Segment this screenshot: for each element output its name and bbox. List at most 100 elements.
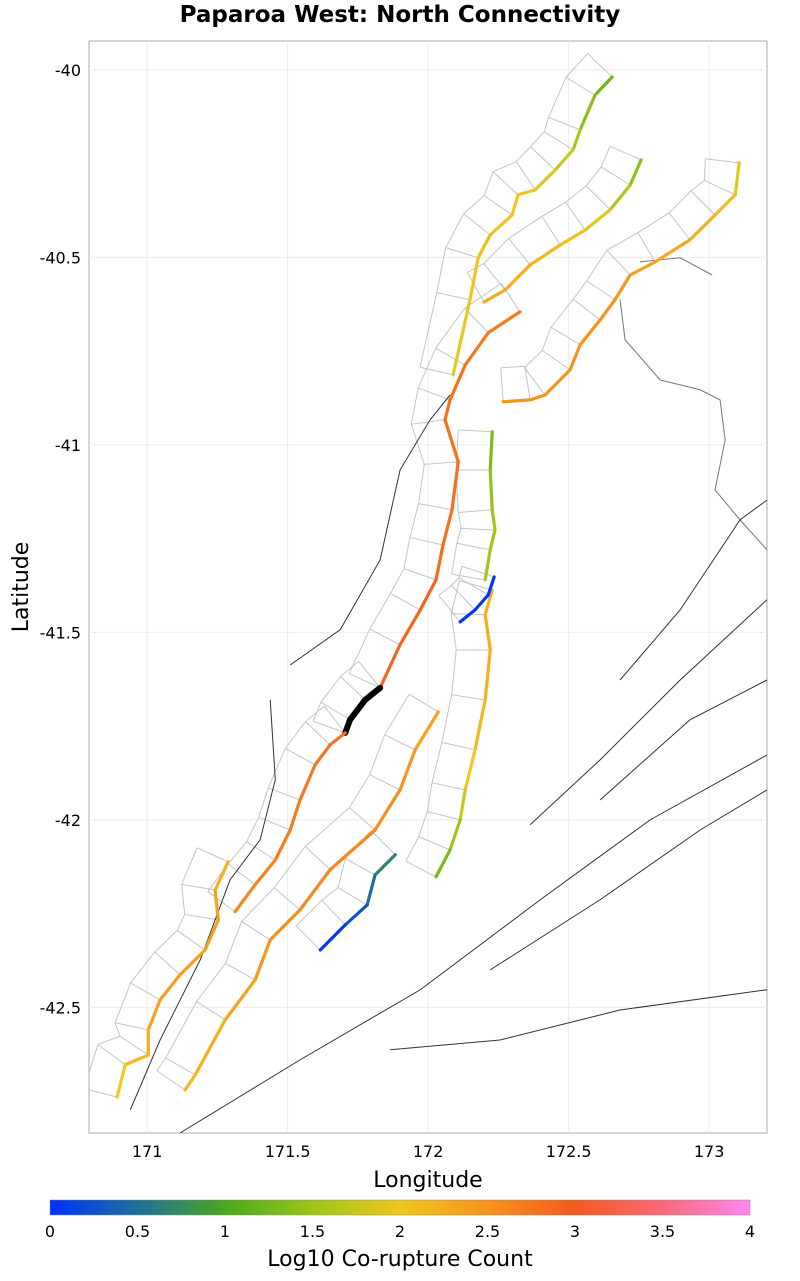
fault-section [343,903,369,927]
mesh-line [384,734,416,751]
mesh-line [418,503,453,511]
fault-section [193,1018,227,1077]
mesh-line [500,367,504,402]
colorbar-tick-label: 3.5 [650,1222,675,1241]
fault-section [553,148,575,172]
fault-section [458,608,477,624]
mesh-line [541,216,561,246]
mesh-line [483,195,513,216]
fault-section [568,343,582,372]
mesh-line [606,249,631,276]
mesh-line [89,847,198,1075]
mesh-line [587,53,613,78]
mesh-line [461,565,495,578]
x-tick-label: 173 [694,1142,725,1161]
axis-ticks: 171 171.5 172 172.5 173 -40 -40.5 -41 -41.5 -42 -4… [40,61,725,1161]
fault-section [451,298,472,377]
mesh-line [285,748,316,766]
fault-trace-A [451,75,614,377]
x-axis-label: Longitude [373,1168,482,1193]
mesh-line [458,577,489,596]
fault-section [418,578,438,612]
mesh-line [196,847,229,863]
mesh-line [451,585,476,611]
fault-section [578,93,597,132]
mesh-line [227,863,256,886]
mesh-line [405,580,460,862]
fault-section [253,938,272,982]
mesh-line [337,887,368,906]
fault-section [373,788,402,832]
mesh-line [258,816,291,831]
fault-section [488,430,494,472]
mesh-line [500,158,706,370]
fault-section [268,908,302,942]
fault-section [483,548,492,582]
fault-section [450,460,460,512]
mesh-line [349,807,376,831]
colorbar-tick-label: 1.5 [300,1222,325,1241]
mesh-line [196,1001,226,1021]
mesh-line [451,694,486,701]
mesh-line [273,887,301,911]
mesh-line [181,883,216,891]
fault-section [482,288,507,304]
fault-section [448,818,462,852]
mesh-line [403,568,437,581]
mesh-line [405,860,437,878]
colorbar-ticks: 0 0.5 1 1.5 2 2.5 3 3.5 4 [45,1222,755,1241]
fault-section [516,188,537,197]
fault-section [448,363,467,402]
fault-section [486,310,522,335]
fault-section [398,748,417,792]
fault-trace-background [529,599,767,826]
mesh-line [524,367,546,396]
x-tick-label: 171 [132,1142,163,1161]
mesh-line [458,509,493,513]
fault-section [434,848,452,879]
fault-section [613,273,632,302]
mesh-line [176,930,206,951]
coastline [639,257,713,276]
fault-section [688,213,717,242]
colorbar-tick-label: 3 [570,1222,580,1241]
coastline [619,299,767,551]
mesh-line [369,774,401,791]
mesh-line [515,161,536,191]
fault-section [578,318,602,347]
y-tick-label: -42.5 [40,998,81,1017]
fault-trace-J [318,853,397,952]
mesh-line [370,830,396,856]
fault-section [298,868,332,912]
mesh-line [340,676,366,701]
fault-section [486,575,496,597]
y-tick-label: -41.5 [40,623,81,642]
fault-trace-background [390,989,767,1051]
fault-section-mesh [89,53,740,1098]
mesh-line [530,146,556,171]
fault-section [115,1063,127,1099]
fault-section [398,608,422,647]
mesh-line [668,212,691,241]
mesh-line [427,811,461,821]
fault-trace-G [483,430,497,582]
fault-section [123,1053,150,1067]
mesh-line [349,673,381,689]
fault-section [653,238,692,264]
fault-trace-C [501,161,741,404]
fault-section [146,998,162,1032]
mesh-line [241,921,271,941]
fault-section [488,468,494,512]
mesh-line [89,1089,118,1098]
mesh-line [565,76,596,96]
mesh-line [461,527,496,531]
mesh-line [304,846,331,871]
mesh-line [585,185,611,211]
mesh-line [97,1044,126,1066]
fault-section [488,213,514,237]
x-tick-label: 172.5 [546,1142,592,1161]
colorbar-tick-label: 1 [220,1222,230,1241]
fault-section [223,978,257,1022]
mesh-line [458,429,493,433]
fault-section [713,193,737,217]
